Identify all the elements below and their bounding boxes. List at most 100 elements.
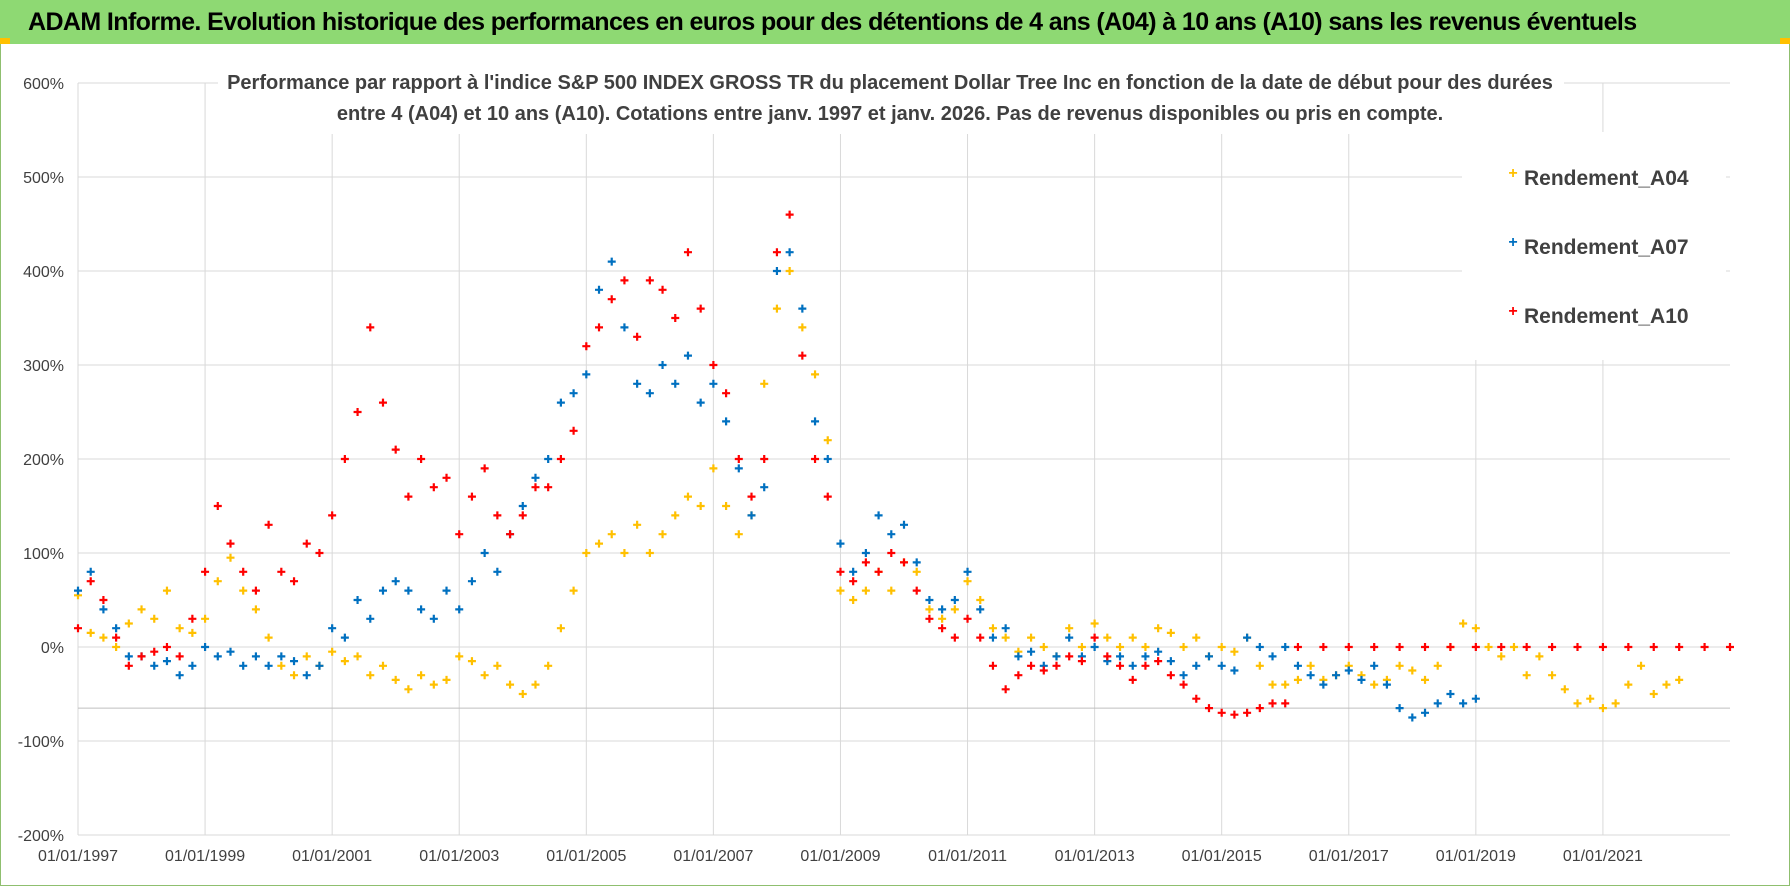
data-point	[1281, 699, 1290, 708]
data-point	[1637, 661, 1646, 670]
data-point	[861, 558, 870, 567]
data-point	[1370, 643, 1379, 651]
data-point	[429, 614, 438, 623]
data-point	[645, 549, 654, 557]
data-point	[709, 464, 718, 473]
data-point	[150, 661, 159, 670]
data-point	[531, 483, 540, 492]
data-point	[976, 633, 985, 642]
data-point	[1548, 671, 1557, 680]
data-point	[925, 596, 934, 604]
data-point	[1166, 671, 1175, 680]
data-point	[213, 577, 222, 586]
data-point	[950, 596, 959, 604]
data-point	[213, 652, 222, 661]
data-point	[1116, 652, 1125, 661]
data-point	[1624, 643, 1633, 651]
x-tick-label: 01/01/1997	[38, 848, 118, 865]
data-point	[467, 577, 476, 586]
data-point	[340, 455, 349, 463]
data-point	[74, 586, 82, 595]
data-point	[455, 652, 464, 661]
data-point	[302, 539, 311, 548]
data-point	[1433, 661, 1442, 670]
data-point	[696, 398, 705, 407]
data-point	[734, 455, 743, 463]
data-point	[188, 628, 197, 637]
data-point	[1675, 675, 1684, 684]
data-point	[1459, 619, 1468, 628]
data-point	[849, 577, 858, 586]
data-point	[569, 426, 578, 435]
data-point	[239, 586, 248, 595]
data-point	[671, 379, 680, 388]
data-point	[1560, 685, 1569, 694]
data-point	[124, 661, 133, 670]
data-point	[1344, 666, 1353, 675]
data-point	[671, 314, 680, 322]
data-point	[938, 624, 947, 633]
data-point	[239, 661, 248, 670]
data-point	[417, 671, 426, 680]
x-tick-label: 01/01/2015	[1182, 848, 1262, 865]
data-point	[1179, 680, 1188, 689]
data-point	[1154, 647, 1163, 656]
data-point	[747, 492, 756, 501]
data-point	[874, 511, 883, 520]
data-point	[366, 323, 375, 332]
data-point	[302, 671, 311, 680]
data-point	[137, 605, 146, 614]
data-point	[429, 483, 438, 492]
x-tick-label: 01/01/2007	[673, 848, 753, 865]
data-point	[963, 567, 972, 576]
data-point	[1726, 643, 1734, 651]
chart-title-background	[218, 72, 1564, 134]
data-point	[251, 652, 260, 661]
data-point	[1128, 633, 1137, 642]
x-tick-label: 01/01/2021	[1563, 848, 1643, 865]
data-point	[328, 511, 337, 520]
data-point	[1509, 643, 1518, 651]
legend-label-a10: Rendement_A10	[1524, 305, 1689, 328]
data-point	[1306, 671, 1315, 680]
data-point	[1649, 643, 1658, 651]
data-point	[86, 577, 95, 586]
data-point	[290, 671, 299, 680]
data-point	[658, 530, 667, 539]
data-point	[455, 605, 464, 614]
data-point	[328, 624, 337, 633]
data-point	[467, 492, 476, 501]
data-point	[976, 596, 985, 604]
data-point	[1077, 643, 1086, 651]
data-point	[1001, 624, 1010, 633]
data-point	[1293, 661, 1302, 670]
data-point	[1344, 643, 1353, 651]
data-point	[188, 661, 197, 670]
data-point	[442, 675, 451, 684]
data-point	[1535, 652, 1544, 661]
data-point	[811, 455, 820, 463]
data-point	[1471, 643, 1480, 651]
data-point	[175, 624, 184, 633]
data-point	[442, 586, 451, 595]
data-point	[760, 455, 769, 463]
chart-title-line-2: entre 4 (A04) et 10 ans (A10). Cotations…	[337, 103, 1443, 125]
data-point	[798, 351, 807, 360]
data-point	[175, 671, 184, 680]
data-point	[1421, 675, 1430, 684]
data-point	[1217, 661, 1226, 670]
data-point	[874, 567, 883, 576]
data-point	[887, 586, 896, 595]
data-point	[1052, 652, 1061, 661]
data-point	[1497, 643, 1506, 651]
data-point	[620, 276, 629, 285]
data-point	[645, 276, 654, 285]
data-point	[531, 680, 540, 689]
data-point	[1154, 657, 1163, 666]
data-point	[264, 661, 273, 670]
data-point	[251, 586, 260, 595]
y-tick-label: -200%	[18, 828, 64, 845]
data-point	[683, 492, 692, 501]
data-point	[1154, 624, 1163, 633]
data-point	[277, 661, 286, 670]
